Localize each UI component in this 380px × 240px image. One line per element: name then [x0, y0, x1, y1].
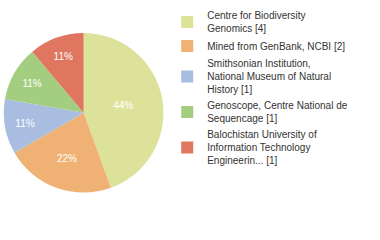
svg-text:Centre for BiodiversityGenomic: Centre for BiodiversityGenomics [4]	[207, 10, 305, 34]
svg-text:Smithsonian Institution,Nation: Smithsonian Institution,National Museum …	[207, 58, 331, 95]
svg-text:22%: 22%	[57, 153, 77, 164]
svg-text:44%: 44%	[113, 100, 133, 111]
svg-text:Balochistan University ofInfor: Balochistan University ofInformation Tec…	[207, 129, 317, 166]
svg-text:11%: 11%	[22, 78, 41, 89]
svg-text:11%: 11%	[15, 118, 34, 129]
svg-text:11%: 11%	[54, 51, 73, 62]
svg-text:Genoscope, Centre National deS: Genoscope, Centre National deSequencage …	[207, 100, 348, 124]
svg-text:Mined from GenBank, NCBI [2]: Mined from GenBank, NCBI [2]	[207, 41, 345, 52]
